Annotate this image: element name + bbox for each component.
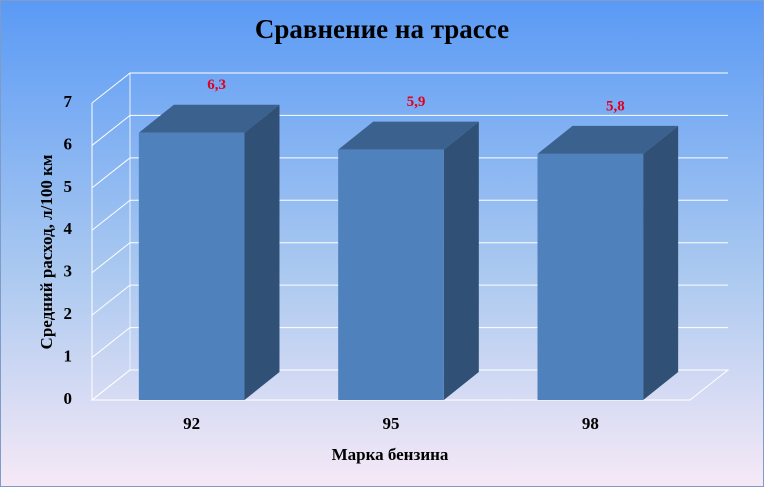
x-axis-title: Марка бензина [332,445,449,464]
bar-side [244,104,280,400]
bar [537,125,679,401]
y-tick-label: 6 [64,134,73,153]
bar-top [338,121,479,150]
bar [338,121,479,401]
y-tick-label: 3 [64,262,73,281]
value-label: 5,8 [606,98,625,114]
grid-line [91,284,728,316]
y-axis-title: Средний расход, л/100 км [37,154,56,349]
x-tick-label: 95 [383,414,400,433]
chart-title: Сравнение на трассе [255,14,509,44]
bar-top [138,104,280,133]
grid-line [91,327,728,358]
value-label: 5,9 [407,94,426,110]
grid-line [91,114,728,146]
y-tick-label: 4 [64,219,73,238]
bar [138,104,280,400]
bar-front [338,149,444,400]
bar-top [537,125,679,154]
bar-front [138,132,245,400]
grid-line [91,369,728,401]
grid-line [91,157,728,189]
y-tick-label: 7 [64,92,73,111]
grid-line [91,72,728,104]
y-tick-label: 2 [64,304,73,323]
bar-front [537,153,644,400]
x-tick-label: 92 [183,414,200,433]
grid-line [91,242,728,274]
y-tick-label: 1 [64,346,73,365]
grid-line [91,199,728,231]
y-tick-label: 5 [64,177,73,196]
bar-side [643,125,679,401]
value-label: 6,3 [207,77,226,93]
bar-side [443,121,479,401]
x-tick-label: 98 [582,414,599,433]
y-tick-label: 0 [64,389,73,408]
